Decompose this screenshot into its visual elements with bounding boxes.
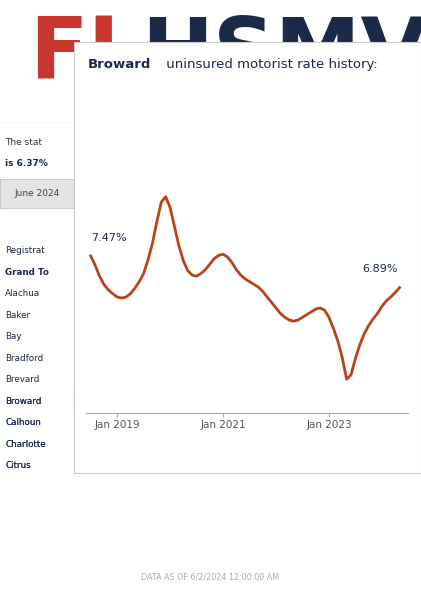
Text: Citrus: Citrus xyxy=(5,461,31,470)
Text: Calhoun: Calhoun xyxy=(5,418,41,427)
Text: Broward: Broward xyxy=(5,396,42,405)
Text: Baker: Baker xyxy=(5,310,30,319)
Text: Charlotte: Charlotte xyxy=(5,440,46,448)
Text: Broward: Broward xyxy=(5,396,42,405)
Text: 6.89%: 6.89% xyxy=(232,396,263,406)
Text: Alachua: Alachua xyxy=(5,289,40,298)
Text: Bay: Bay xyxy=(5,332,21,341)
Text: Charlotte: Charlotte xyxy=(5,440,46,448)
Text: is 6.37%: is 6.37% xyxy=(5,160,48,169)
Text: Bradford: Bradford xyxy=(5,353,43,362)
Text: Grand To: Grand To xyxy=(5,267,49,276)
Text: 7.47%: 7.47% xyxy=(91,233,126,243)
Text: uninsured motorist rate history:: uninsured motorist rate history: xyxy=(162,57,378,71)
Text: 5.11%: 5.11% xyxy=(232,440,263,449)
Text: Citrus: Citrus xyxy=(5,461,31,470)
Text: The stat: The stat xyxy=(5,139,42,148)
Text: Brevard: Brevard xyxy=(5,375,40,384)
Text: 6.38%: 6.38% xyxy=(232,418,263,428)
Text: June 2024: June 2024 xyxy=(14,189,59,198)
Text: UNI: UNI xyxy=(24,218,49,230)
Text: Registrat: Registrat xyxy=(5,246,45,255)
Text: FL: FL xyxy=(29,14,143,97)
Text: 6.89%: 6.89% xyxy=(362,264,397,274)
Text: DATA AS OF 6/2/2024 12:00:00 AM: DATA AS OF 6/2/2024 12:00:00 AM xyxy=(141,572,280,581)
Text: HSMV: HSMV xyxy=(141,14,421,97)
Text: 5.25%: 5.25% xyxy=(232,461,263,471)
Text: Calhoun: Calhoun xyxy=(5,418,41,427)
Text: Broward: Broward xyxy=(88,57,151,71)
